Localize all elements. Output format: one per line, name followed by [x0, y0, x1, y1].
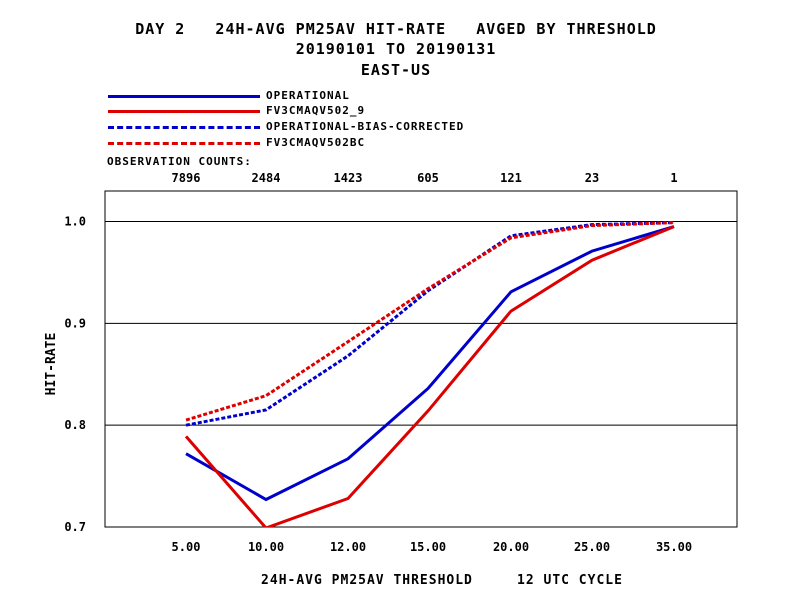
series-line-operational-bias-corrected: [185, 221, 675, 427]
y-tick-label: 0.8: [64, 418, 86, 432]
chart-title-line-3: EAST-US: [360, 61, 432, 79]
legend-line-fv3cmaqv502bc: [108, 142, 260, 145]
legend-label-operational-bias-corrected: OPERATIONAL-BIAS-CORRECTED: [266, 120, 465, 133]
legend-label-fv3cmaqv502-9: FV3CMAQV502_9: [266, 104, 366, 117]
y-axis-title: HIT-RATE: [44, 333, 59, 396]
x-tick-label: 35.00: [656, 540, 692, 554]
observation-count-label: 23: [585, 171, 599, 185]
legend-line-operational-bias-corrected: [108, 126, 260, 129]
x-tick-label: 25.00: [574, 540, 610, 554]
legend-line-operational: [108, 95, 260, 98]
legend-label-operational: OPERATIONAL: [266, 89, 350, 102]
chart-title-line-2: 20190101 TO 20190131: [295, 40, 497, 58]
legend-line-fv3cmaqv502-9: [108, 110, 260, 113]
y-tick-label: 1.0: [64, 215, 86, 229]
observation-count-label: 605: [417, 171, 439, 185]
series-line-operational: [185, 225, 675, 502]
x-tick-label: 10.00: [248, 540, 284, 554]
observation-count-label: 7896: [172, 171, 201, 185]
x-axis-title: 24H-AVG PM25AV THRESHOLD 12 UTC CYCLE: [261, 573, 623, 588]
observation-count-label: 1: [670, 171, 677, 185]
series-line-fv3cmaqv502bc: [185, 221, 675, 422]
x-tick-label: 5.00: [172, 540, 201, 554]
series-line-fv3cmaqv502-9: [184, 225, 675, 527]
observation-count-label: 121: [500, 171, 522, 185]
observation-count-label: 2484: [252, 171, 281, 185]
chart-title-line-1: DAY 2 24H-AVG PM25AV HIT-RATE AVGED BY T…: [135, 20, 657, 38]
plot-frame: [104, 190, 738, 528]
x-tick-label: 20.00: [493, 540, 529, 554]
legend-label-fv3cmaqv502bc: FV3CMAQV502BC: [266, 136, 366, 149]
observation-count-label: 1423: [334, 171, 363, 185]
x-tick-label: 12.00: [330, 540, 366, 554]
y-tick-label: 0.7: [64, 520, 86, 534]
x-tick-label: 15.00: [410, 540, 446, 554]
y-tick-label: 0.9: [64, 316, 86, 330]
observation-counts-label: OBSERVATION COUNTS:: [107, 155, 252, 168]
